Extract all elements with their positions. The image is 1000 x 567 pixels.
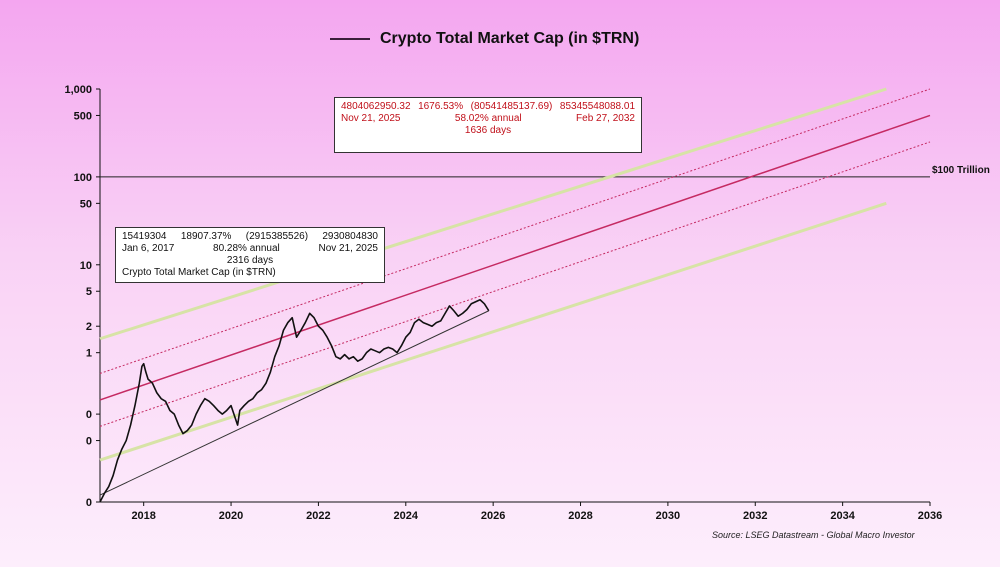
trend-lines: [99, 87, 931, 496]
reference-line-label: $100 Trillion: [932, 165, 990, 176]
y-tick-label: 50: [80, 198, 92, 210]
y-tick-label: 5: [86, 286, 92, 298]
box2-date-end: Feb 27, 2032: [576, 113, 635, 124]
box2-annual-rate: 58.02%: [454, 113, 489, 124]
x-tick-label: 2022: [306, 510, 330, 522]
box1-value-diff: (2915385526): [245, 231, 309, 242]
x-tick-label: 2020: [219, 510, 243, 522]
axes-frame: [99, 89, 930, 503]
box1-annual-label: annual: [249, 243, 280, 254]
chart-legend: Crypto Total Market Cap (in $TRN): [330, 30, 639, 48]
x-tick-label: 2024: [394, 510, 419, 522]
box2-days: 1636 days: [464, 125, 512, 136]
y-tick-label: 100: [74, 172, 92, 184]
y-tick-label: 500: [74, 110, 92, 122]
box2-percent-change: 1676.53%: [418, 101, 464, 112]
y-tick-label: 1: [86, 348, 92, 360]
x-tick-label: 2026: [481, 510, 505, 522]
box1-date-end: Nov 21, 2025: [318, 243, 379, 254]
x-tick-label: 2034: [830, 510, 855, 522]
y-tick-label: 1,000: [64, 84, 92, 96]
annotation-box-2025-2032: 4804062950.32 1676.53% (80541485137.69) …: [334, 97, 642, 153]
y-tick-label: 10: [80, 260, 92, 272]
trend-line: [99, 201, 887, 462]
box2-value-diff: (80541485137.69): [470, 101, 553, 112]
chart-title: Crypto Total Market Cap (in $TRN): [380, 30, 640, 47]
box2-date-start: Nov 21, 2025: [341, 113, 401, 124]
x-tick-label: 2018: [131, 510, 155, 522]
box1-series-name: Crypto Total Market Cap (in $TRN): [122, 267, 276, 278]
x-tick-label: 2032: [743, 510, 767, 522]
trend-line: [99, 310, 490, 496]
legend-line-swatch: [330, 38, 370, 40]
trend-line: [99, 141, 931, 427]
box1-value-end: 2930804830: [322, 231, 378, 242]
box2-annual-label: annual: [491, 113, 522, 124]
box1-percent-change: 18907.37%: [180, 231, 232, 242]
x-tick-label: 2030: [656, 510, 680, 522]
series-lines: [99, 298, 490, 503]
annotation-box-2017-2025: 15419304 18907.37% (2915385526) 29308048…: [115, 227, 385, 283]
trend-line: [99, 87, 887, 341]
box1-days: 2316 days: [226, 255, 274, 266]
trend-line: [99, 114, 931, 401]
y-tick-label: 0: [86, 409, 92, 421]
x-tick-label: 2028: [568, 510, 592, 522]
x-tick-label: 2036: [918, 510, 942, 522]
y-tick-label: 0: [86, 497, 92, 509]
box1-value-start: 15419304: [122, 231, 167, 242]
source-note: Source: LSEG Datastream - Global Macro I…: [712, 530, 915, 540]
box1-date-start: Jan 6, 2017: [122, 243, 175, 254]
y-tick-label: 0: [86, 436, 92, 448]
box1-annual-rate: 80.28%: [213, 243, 247, 254]
box2-value-end: 85345548088.01: [559, 101, 635, 112]
series-line-crypto-market-cap: [99, 298, 490, 503]
box2-value-start: 4804062950.32: [341, 101, 411, 112]
y-tick-label: 2: [86, 321, 92, 333]
